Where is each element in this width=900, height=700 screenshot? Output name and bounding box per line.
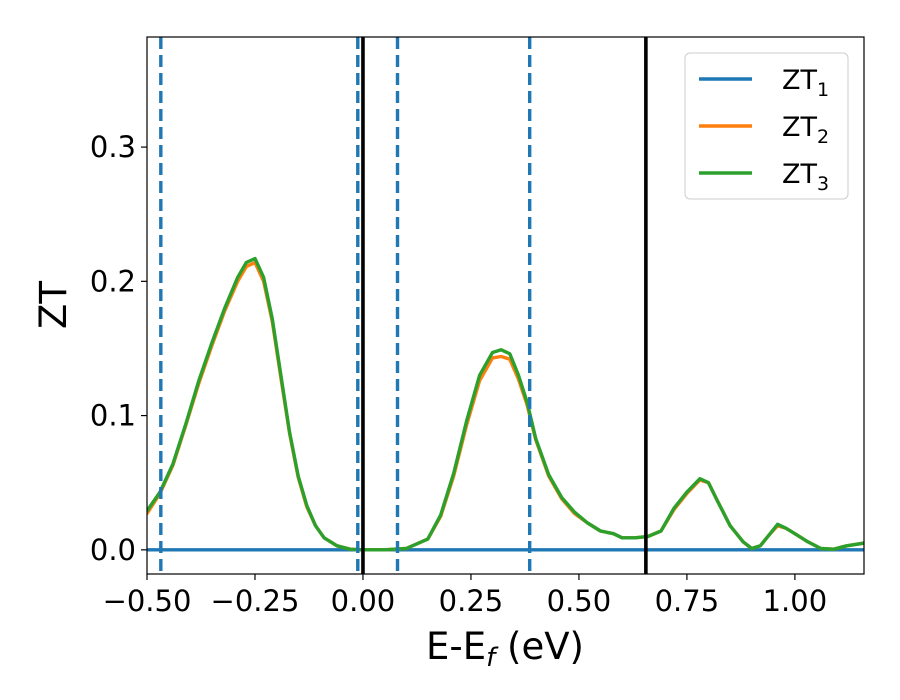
- y-axis-title: ZT: [32, 281, 75, 329]
- x-tick-label: −0.50: [103, 584, 192, 618]
- x-tick-label: 0.25: [439, 584, 504, 618]
- plot-frame: [146, 36, 865, 575]
- legend-label-zt3: ZT3: [782, 159, 829, 195]
- axis-ticks: −0.50 −0.25 0.00 0.25 0.50 0.75 1.00 0.0 0.1 0.2 0…: [90, 130, 827, 618]
- plot-area: [147, 37, 864, 574]
- x-tick-label: −0.25: [211, 584, 300, 618]
- legend-label-zt1: ZT1: [782, 65, 829, 101]
- x-tick-label: 0.50: [547, 584, 612, 618]
- y-tick-label: 0.2: [90, 264, 136, 298]
- series-line-zt2: [147, 260, 864, 552]
- x-axis-title: E-Ef (eV): [426, 625, 584, 673]
- y-tick-label: 0.1: [90, 399, 136, 433]
- legend-label-zt2: ZT2: [782, 112, 829, 148]
- x-tick-label: 0.75: [655, 584, 720, 618]
- series-line-zt3: [147, 256, 864, 552]
- y-tick-label: 0.0: [90, 533, 136, 567]
- y-tick-label: 0.3: [90, 130, 136, 164]
- legend-box: [684, 52, 849, 200]
- x-tick-label: 1.00: [763, 584, 828, 618]
- legend: ZT1 ZT2 ZT3: [684, 52, 849, 200]
- x-tick-label: 0.00: [331, 584, 396, 618]
